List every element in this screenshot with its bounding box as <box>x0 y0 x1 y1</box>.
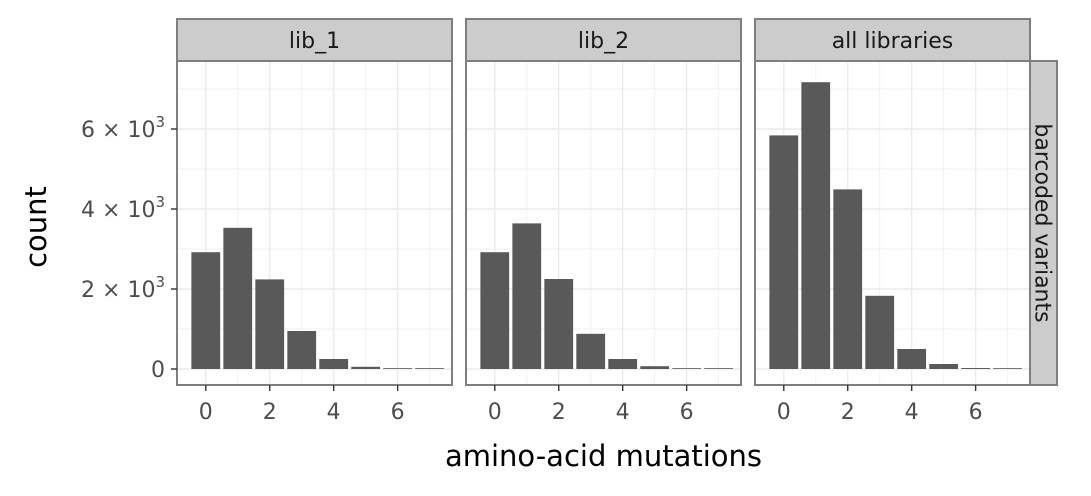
bar <box>576 333 606 369</box>
x-tick-label: 4 <box>327 400 341 425</box>
x-tick-label: 0 <box>199 400 213 425</box>
bar <box>223 227 253 369</box>
bar <box>897 349 927 369</box>
bar <box>640 366 670 369</box>
bar <box>191 252 221 369</box>
bar <box>351 366 381 369</box>
bar <box>287 331 317 369</box>
bar <box>255 279 285 369</box>
x-tick-label: 0 <box>777 400 791 425</box>
row-strip <box>1029 60 1058 386</box>
bar <box>415 368 445 369</box>
bar <box>480 252 510 369</box>
x-tick-label: 4 <box>905 400 919 425</box>
bar <box>383 368 413 369</box>
bar <box>672 368 702 369</box>
facet-strip-label: lib_2 <box>578 29 629 54</box>
bar <box>929 364 959 369</box>
x-axis-title: amino-acid mutations <box>445 439 762 473</box>
x-tick-label: 4 <box>616 400 630 425</box>
bar <box>865 295 895 369</box>
facet-strip-label: all libraries <box>832 29 954 54</box>
bar <box>704 368 734 369</box>
x-tick-label: 2 <box>263 400 277 425</box>
bar <box>769 135 799 369</box>
facet-strip-label: lib_1 <box>289 29 340 54</box>
panel-background <box>466 61 741 385</box>
y-tick-label: 6 × 103 <box>81 113 165 143</box>
panel-0: lib_1 0 2 4 6 <box>176 18 453 425</box>
bar <box>544 279 574 369</box>
x-tick-label: 2 <box>841 400 855 425</box>
y-tick-label: 0 <box>151 358 165 383</box>
y-axis-title: count <box>19 186 53 268</box>
bar <box>993 368 1023 369</box>
bar <box>833 189 863 369</box>
bar <box>801 82 831 369</box>
row-strip-label: barcoded variants <box>1030 123 1055 322</box>
x-tick-label: 2 <box>552 400 566 425</box>
bar <box>319 359 349 369</box>
bar <box>961 368 991 369</box>
x-tick-label: 0 <box>488 400 502 425</box>
x-tick-label: 6 <box>969 400 983 425</box>
facet-strip <box>176 18 453 62</box>
y-tick-label: 4 × 103 <box>81 193 165 223</box>
x-tick-label: 6 <box>680 400 694 425</box>
panel-2: all libraries 0 2 4 6 <box>754 18 1031 425</box>
bar <box>608 359 638 369</box>
x-tick-label: 6 <box>391 400 405 425</box>
y-tick-label: 2 × 103 <box>81 273 165 303</box>
panel-1: lib_2 0 2 4 6 <box>465 18 742 425</box>
bar <box>512 223 542 369</box>
facet-strip <box>465 18 742 62</box>
facet-strip <box>754 18 1031 62</box>
